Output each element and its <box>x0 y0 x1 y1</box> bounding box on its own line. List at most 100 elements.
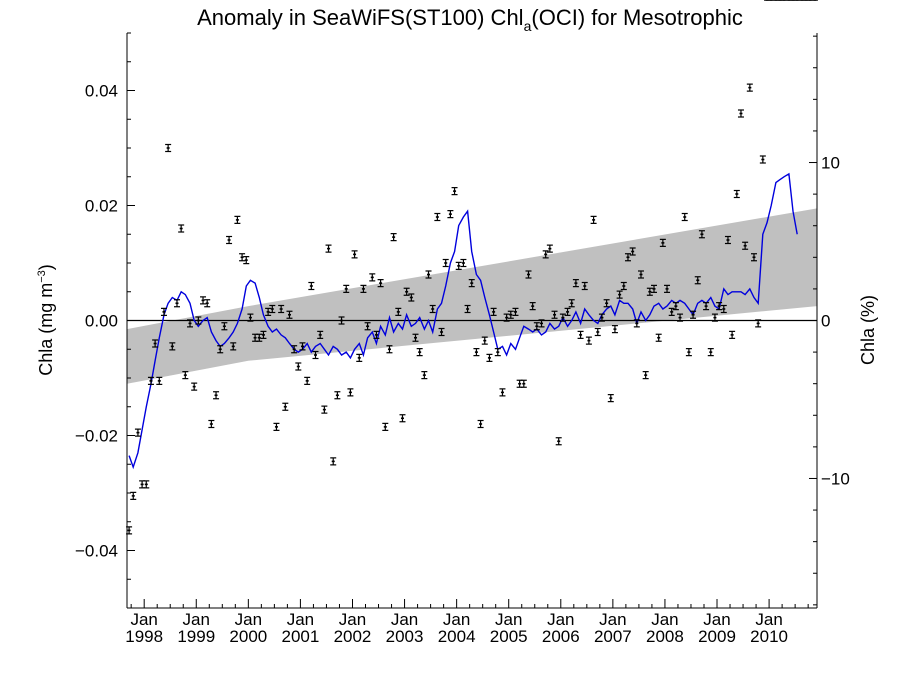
monthly-point <box>681 212 688 222</box>
monthly-point <box>490 307 497 316</box>
y-left-tick-label: −0.02 <box>75 427 118 446</box>
monthly-point <box>477 419 484 429</box>
monthly-point <box>637 270 644 279</box>
monthly-point <box>356 353 363 362</box>
monthly-point <box>481 336 488 345</box>
monthly-point <box>195 316 202 325</box>
x-tick-label-year: 2002 <box>334 627 372 646</box>
y-right-tick-label: 10 <box>821 154 840 173</box>
y-axis-left-label-main: Chla (mg m <box>36 283 56 376</box>
y-right-tick-label: 0 <box>821 312 830 331</box>
monthly-point <box>239 253 246 262</box>
monthly-point <box>468 279 475 288</box>
monthly-point <box>716 302 723 311</box>
x-tick-label-year: 2010 <box>750 627 788 646</box>
monthly-point <box>273 422 280 431</box>
monthly-point <box>377 279 384 288</box>
monthly-point <box>529 302 536 311</box>
monthly-point <box>421 371 428 380</box>
monthly-point <box>603 299 610 308</box>
monthly-point <box>473 348 480 357</box>
monthly-point <box>551 310 558 319</box>
monthly-point <box>312 350 319 360</box>
x-tick-label-year: 2001 <box>281 627 319 646</box>
x-tick-label-month: Jan <box>547 610 574 629</box>
tick-label-layer: −0.04−0.020.000.020.04−10010Jan1998Jan19… <box>75 82 850 647</box>
monthly-point <box>143 480 150 489</box>
y-axis-left-label-superscript: −3 <box>36 270 48 283</box>
monthly-point <box>169 342 176 351</box>
monthly-point <box>200 296 207 305</box>
monthly-point <box>429 304 436 314</box>
monthly-point <box>690 310 697 319</box>
x-tick-label-year: 2000 <box>229 627 267 646</box>
monthly-point <box>720 304 727 314</box>
monthly-point <box>416 348 423 357</box>
monthly-point <box>139 480 146 489</box>
y-right-tick-label: −10 <box>821 469 850 488</box>
monthly-point <box>598 313 605 322</box>
monthly-point <box>230 342 237 351</box>
monthly-point <box>577 330 584 339</box>
monthly-point <box>503 313 510 322</box>
monthly-point <box>607 394 614 403</box>
monthly-point <box>226 235 233 245</box>
x-tick-label-month: Jan <box>235 610 262 629</box>
x-tick-label-year: 1998 <box>125 627 163 646</box>
anomaly-line-layer <box>128 172 798 470</box>
monthly-point <box>520 379 527 388</box>
monthly-point <box>447 210 454 219</box>
monthly-point <box>646 287 653 296</box>
monthly-point <box>555 437 562 446</box>
monthly-point <box>455 261 462 270</box>
monthly-point <box>633 319 640 328</box>
chart-title-rest: (OCI) for Mesotrophic <box>531 5 743 30</box>
monthly-point <box>742 241 749 250</box>
x-tick-label-year: 2004 <box>438 627 476 646</box>
monthly-point <box>464 304 471 314</box>
monthly-point <box>546 244 553 253</box>
monthly-point <box>395 307 402 316</box>
y-axis-right-label: Chla (%) <box>858 295 878 365</box>
monthly-point <box>659 238 666 247</box>
x-tick-label-month: Jan <box>443 610 470 629</box>
monthly-point <box>351 250 358 259</box>
axes-layer <box>126 32 818 609</box>
monthly-point <box>538 319 545 328</box>
x-tick-label-year: 2005 <box>490 627 528 646</box>
monthly-point <box>460 258 467 268</box>
monthly-point <box>208 419 215 429</box>
x-tick-label-year: 2008 <box>646 627 684 646</box>
monthly-point <box>130 491 137 500</box>
chart-title: Anomaly in SeaWiFS(ST100) Chla(OCI) for … <box>197 5 743 34</box>
y-left-tick-label: −0.04 <box>75 542 118 561</box>
monthly-point <box>486 353 493 362</box>
x-tick-label-month: Jan <box>339 610 366 629</box>
monthly-point <box>403 287 410 296</box>
x-tick-label-year: 2007 <box>594 627 632 646</box>
monthly-point <box>668 307 675 316</box>
monthly-point <box>308 281 315 291</box>
monthly-point <box>134 428 141 437</box>
monthly-point <box>425 270 432 279</box>
monthly-point <box>590 215 597 224</box>
monthly-points-layer <box>126 0 818 535</box>
monthly-point <box>386 345 393 354</box>
monthly-point <box>165 143 172 153</box>
x-tick-label-year: 2006 <box>542 627 580 646</box>
monthly-point <box>178 224 185 233</box>
monthly-point <box>642 371 649 380</box>
monthly-point <box>507 310 514 319</box>
monthly-point <box>373 330 380 339</box>
monthly-point <box>382 422 389 431</box>
monthly-point <box>152 339 159 348</box>
x-tick-label-year: 2009 <box>698 627 736 646</box>
monthly-point <box>243 256 250 265</box>
monthly-point <box>698 230 705 239</box>
monthly-point <box>542 250 549 259</box>
monthly-point <box>512 307 519 316</box>
monthly-point <box>729 330 736 339</box>
monthly-point <box>213 391 220 400</box>
chart-title-subscript: a <box>524 18 532 34</box>
